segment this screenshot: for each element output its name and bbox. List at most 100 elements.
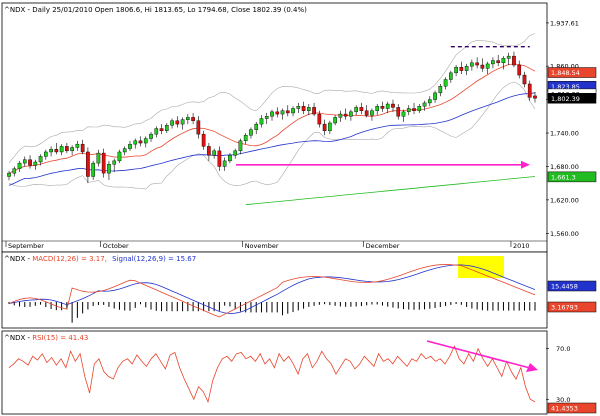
candle <box>249 127 253 139</box>
month-label: October <box>103 242 129 250</box>
candle <box>96 149 101 167</box>
candle <box>175 116 180 128</box>
candle-body <box>412 108 416 111</box>
price-tick-label: 1,740.00 <box>550 130 579 138</box>
candle-body <box>254 123 259 130</box>
candle-body <box>28 159 32 166</box>
candle <box>12 166 17 177</box>
candle <box>75 140 80 151</box>
candle-body <box>107 164 111 174</box>
candle-body <box>449 72 453 80</box>
price-badge-label: 1,661.3 <box>551 173 576 181</box>
price-axis: 1,937.611,860.001,800.001,740.001,680.00… <box>546 19 597 238</box>
macd-lines <box>8 256 536 323</box>
candle-body <box>149 133 153 139</box>
candle <box>443 77 448 90</box>
candle <box>70 145 74 156</box>
candle <box>238 138 243 155</box>
candle-body <box>238 140 243 152</box>
candle <box>333 115 337 126</box>
candle <box>254 121 259 135</box>
candle-body <box>65 146 69 152</box>
candle <box>496 55 501 67</box>
rsi-label-ticker: ^NDX - <box>4 334 32 342</box>
candle-body <box>249 129 253 136</box>
candle-body <box>491 60 495 65</box>
candle-body <box>54 148 59 153</box>
candle <box>191 112 195 125</box>
candle-body <box>370 110 374 116</box>
candle-body <box>201 133 206 147</box>
candle <box>143 136 148 148</box>
candle <box>149 131 153 142</box>
candle-body <box>75 143 80 148</box>
candle-body <box>396 107 401 117</box>
candle-body <box>338 113 343 118</box>
candle-body <box>91 162 95 177</box>
bollinger-bands <box>8 33 536 190</box>
month-label: December <box>366 242 400 250</box>
candle <box>533 91 537 103</box>
candle-body <box>243 135 248 142</box>
candle <box>427 96 432 107</box>
candle <box>164 122 169 134</box>
annotations <box>236 45 530 169</box>
candle <box>328 120 332 135</box>
candle <box>401 109 406 122</box>
rsi-trend-arrow-line <box>426 340 531 369</box>
candle-body <box>459 67 464 71</box>
price-panel <box>1 2 548 253</box>
candle <box>480 58 485 72</box>
candle-body <box>12 168 17 174</box>
price-tick-label: 1,560.00 <box>550 230 579 238</box>
candle-body <box>391 103 395 108</box>
candle-body <box>117 151 122 162</box>
candle <box>65 143 69 154</box>
candle <box>438 83 443 97</box>
candle-body <box>7 172 11 177</box>
candle-body <box>217 150 222 167</box>
candle <box>180 117 185 130</box>
candle-body <box>43 151 48 157</box>
candle-body <box>433 92 437 100</box>
price-badge-label: 1,802.39 <box>551 95 580 103</box>
candle <box>43 149 48 160</box>
candle <box>243 133 248 145</box>
price-badge <box>547 93 597 104</box>
candle-body <box>343 113 348 117</box>
candle-body <box>328 122 332 131</box>
candle-body <box>233 150 238 156</box>
candle-body <box>133 140 138 145</box>
candle <box>159 124 164 135</box>
candle <box>380 101 385 112</box>
candle <box>228 153 232 164</box>
candle-body <box>527 83 532 98</box>
candle <box>217 146 222 171</box>
bollinger-lower-line <box>8 81 536 190</box>
macd-label-signal: Signal(12,26,9) = 15.67 <box>112 255 196 263</box>
candle <box>101 148 106 178</box>
month-label: 2010 <box>513 242 530 250</box>
candle-body <box>422 102 427 107</box>
candle-body <box>470 62 474 67</box>
candle-body <box>533 95 537 99</box>
candle-body <box>296 106 301 109</box>
month-label: November <box>245 242 279 250</box>
candle-body <box>364 110 369 116</box>
candle-body <box>196 120 201 135</box>
ma-mid-line <box>8 92 536 186</box>
candle <box>317 110 322 128</box>
candle <box>475 57 479 69</box>
candle <box>264 112 269 125</box>
candle-body <box>264 116 269 119</box>
candle <box>485 61 490 74</box>
candle <box>459 61 464 74</box>
candle <box>396 104 401 120</box>
candle <box>107 160 111 180</box>
candle-body <box>128 143 132 149</box>
candle <box>464 63 469 76</box>
candle-body <box>164 125 169 131</box>
candle-body <box>49 148 53 153</box>
candle <box>454 65 458 77</box>
